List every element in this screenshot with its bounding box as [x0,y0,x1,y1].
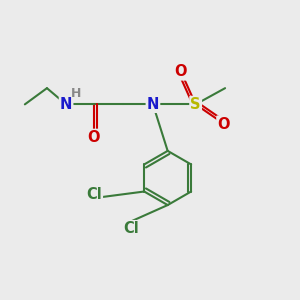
Text: O: O [175,64,187,80]
Text: O: O [87,130,100,145]
Text: Cl: Cl [124,221,139,236]
Text: H: H [71,87,82,100]
Text: O: O [218,117,230,132]
Text: N: N [60,97,72,112]
Text: S: S [190,97,201,112]
Text: Cl: Cl [86,187,102,202]
Text: N: N [147,97,159,112]
